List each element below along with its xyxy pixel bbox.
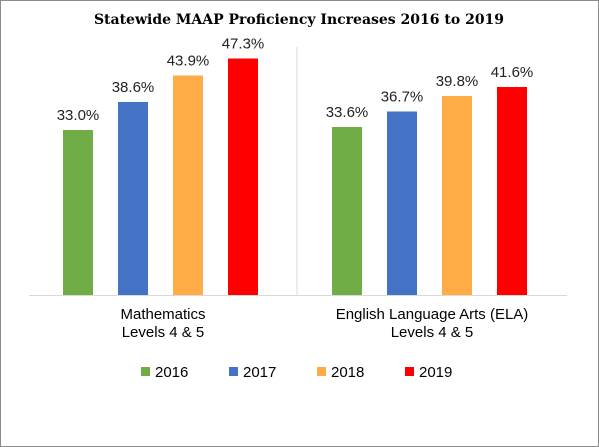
legend-swatch-2016 [141, 367, 150, 376]
legend-swatch-2019 [405, 367, 414, 376]
legend-label-2018: 2018 [331, 364, 364, 381]
data-label-2019-cat2: 41.6% [491, 64, 534, 81]
data-label-2016-cat2: 33.6% [326, 104, 369, 121]
data-label-2017-cat1: 38.6% [112, 79, 155, 96]
bar-2019-cat1 [228, 58, 258, 295]
bar-2017-cat2 [387, 111, 417, 295]
bar-2019-cat2 [497, 87, 527, 295]
category-label-1-line2: Levels 4 & 5 [122, 324, 205, 341]
bar-2018-cat2 [442, 96, 472, 295]
legend-label-2019: 2019 [419, 364, 452, 381]
category-label-2-line1: English Language Arts (ELA) [336, 306, 529, 323]
legend-label-2017: 2017 [243, 364, 276, 381]
data-label-2018-cat2: 39.8% [436, 73, 479, 90]
legend-swatch-2017 [229, 367, 238, 376]
legend-swatch-2018 [317, 367, 326, 376]
legend: 2016 2017 2018 2019 [141, 364, 452, 381]
bar-2018-cat1 [173, 75, 203, 295]
bar-2016-cat2 [332, 127, 362, 295]
data-label-2017-cat2: 36.7% [381, 89, 424, 106]
category-label-2-line2: Levels 4 & 5 [391, 324, 474, 341]
data-label-2016-cat1: 33.0% [57, 107, 100, 124]
data-label-2019-cat1: 47.3% [222, 36, 265, 53]
data-label-2018-cat1: 43.9% [167, 53, 210, 70]
bar-2017-cat1 [118, 102, 148, 295]
plot-area: 33.0% 33.6% 38.6% 36.7% 43.9% 39.8% 47.3% 41.6%… [29, 36, 567, 341]
category-label-1-line1: Mathematics [120, 306, 205, 323]
legend-label-2016: 2016 [155, 364, 188, 381]
chart-title: Statewide MAAP Proficiency Increases 201… [94, 12, 504, 28]
bar-2016-cat1 [63, 130, 93, 295]
